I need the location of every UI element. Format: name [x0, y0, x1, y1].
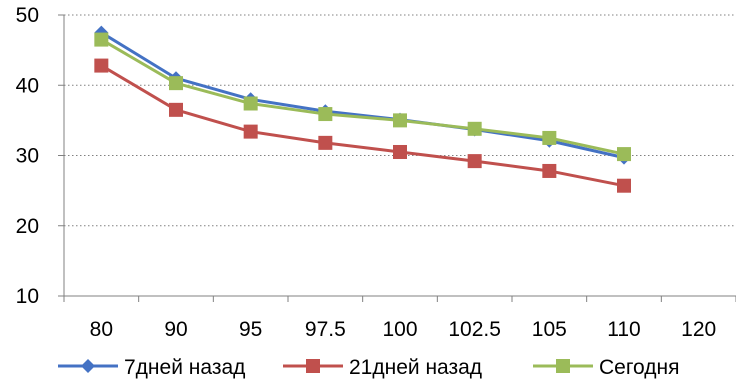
x-tick-label: 100: [382, 318, 417, 341]
y-axis-tick-labels: 10 20 30 40 50: [16, 4, 39, 308]
legend-marker: [556, 359, 570, 373]
axes: [58, 14, 736, 302]
data-point: [243, 96, 258, 111]
series-line: [100, 31, 625, 160]
x-tick-label: 80: [90, 318, 113, 341]
y-tick-label: 40: [16, 74, 39, 97]
data-point: [169, 102, 183, 117]
x-tick-label: 95: [239, 318, 262, 341]
data-point: [467, 154, 482, 169]
legend-item: Сегодня: [533, 356, 679, 379]
data-point: [318, 135, 333, 150]
series-lines: [94, 25, 631, 193]
x-tick-label: 110: [607, 318, 640, 341]
series-1: [94, 58, 631, 193]
x-axis-tick-labels: 80 90 95 97.5 100 102.5 105 110 120: [90, 318, 717, 341]
data-point: [542, 130, 557, 145]
data-point: [318, 107, 333, 122]
legend-label: 21дней назад: [349, 356, 482, 379]
x-tick-label: 120: [681, 318, 716, 341]
x-tick-label: 90: [164, 318, 187, 341]
data-point: [617, 147, 631, 162]
x-tick-label: 97.5: [305, 318, 346, 341]
data-point: [94, 58, 109, 73]
data-point: [617, 178, 631, 193]
y-tick-label: 50: [16, 4, 39, 27]
legend-marker: [81, 359, 95, 373]
y-tick-label: 10: [16, 285, 39, 308]
legend-label: 7дней назад: [124, 356, 245, 379]
legend-marker: [306, 359, 320, 373]
series-line: [100, 64, 625, 188]
data-point: [542, 163, 557, 178]
legend: 7дней назад 21дней назад Сегодня: [58, 356, 679, 379]
series-line: [100, 38, 625, 156]
legend-label: Сегодня: [599, 356, 679, 379]
data-point: [243, 124, 258, 139]
y-tick-label: 20: [16, 215, 39, 238]
data-point: [393, 144, 407, 159]
data-point: [393, 113, 407, 128]
y-tick-label: 30: [16, 145, 39, 168]
series-2: [94, 32, 631, 162]
x-tick-label: 105: [532, 318, 567, 341]
legend-item: 7дней назад: [58, 356, 245, 379]
data-point: [467, 121, 482, 136]
data-point: [94, 32, 109, 47]
x-tick-label: 102.5: [448, 318, 501, 341]
legend-item: 21дней назад: [283, 356, 482, 379]
data-point: [169, 76, 183, 91]
